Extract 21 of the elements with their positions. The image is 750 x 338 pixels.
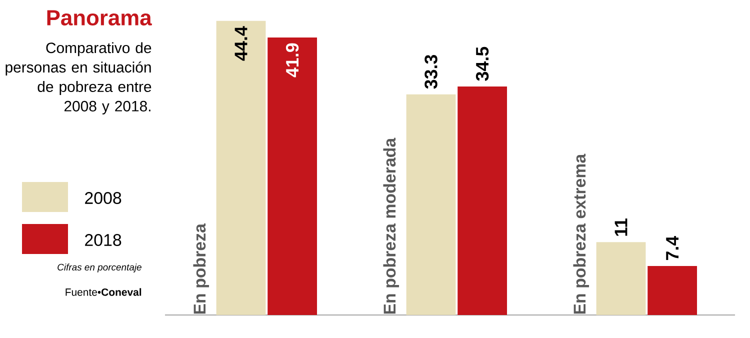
legend-label: 2018 bbox=[85, 234, 122, 246]
bar bbox=[648, 266, 698, 315]
bar bbox=[596, 242, 646, 315]
x-tick-label: En pobreza moderada bbox=[383, 138, 399, 314]
data-label: 41.9 bbox=[286, 43, 299, 78]
x-tick-label: En pobreza extrema bbox=[573, 154, 589, 314]
bar bbox=[216, 20, 266, 315]
data-label: 33.3 bbox=[424, 54, 438, 89]
bar bbox=[406, 94, 456, 315]
text: Comparativo de personas en situación de pobreza entre 2008 y 2018. bbox=[6, 42, 152, 114]
bar bbox=[458, 86, 508, 315]
x-tick-label: En pobreza bbox=[193, 223, 209, 314]
data-label: 7.4 bbox=[666, 236, 678, 260]
bar bbox=[268, 37, 318, 315]
data-label: 11 bbox=[614, 218, 628, 236]
source-note: Fuente•Coneval bbox=[66, 288, 142, 296]
data-label: 34.5 bbox=[476, 46, 489, 81]
text: Cifras en porcentaje bbox=[58, 264, 142, 272]
data-label: 44.4 bbox=[234, 26, 248, 61]
chart-title: Panorama bbox=[47, 10, 152, 26]
legend-label: 2008 bbox=[85, 192, 122, 204]
